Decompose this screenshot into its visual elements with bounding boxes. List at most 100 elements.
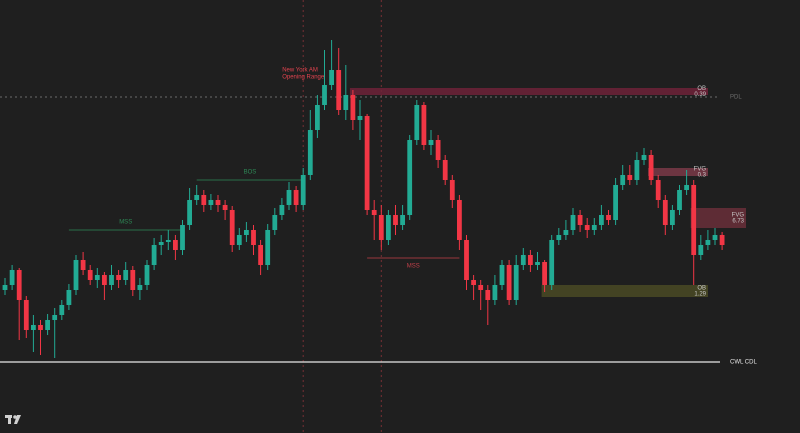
candle-body — [244, 230, 249, 235]
candle-body — [31, 325, 36, 330]
candle-body — [116, 275, 121, 280]
candle-body — [442, 160, 448, 180]
candle-body — [712, 235, 718, 240]
candle-body — [620, 175, 626, 185]
candle-body — [151, 245, 157, 265]
candle-body — [570, 215, 576, 230]
candle-body — [215, 200, 221, 205]
candle-body — [506, 265, 512, 300]
candle-body — [414, 105, 420, 140]
candle-body — [350, 95, 356, 120]
zone — [648, 168, 708, 176]
candle-body — [435, 140, 441, 160]
candle-body — [2, 285, 8, 290]
zone-label: FVG — [694, 167, 707, 173]
candle-body — [386, 215, 391, 240]
structure-label: BOS — [244, 170, 257, 176]
candle-body — [492, 285, 498, 300]
zone-value: 1.29 — [694, 292, 706, 298]
candle-body — [208, 200, 214, 205]
candle-body — [627, 175, 633, 180]
zone-value: 6.73 — [732, 219, 744, 225]
candle-body — [173, 240, 178, 250]
zone-label: OB — [697, 286, 706, 292]
candle-body — [130, 270, 136, 290]
structure-label: MSS — [119, 220, 132, 226]
candle-body — [499, 265, 505, 285]
candle-body — [158, 242, 164, 245]
candle-body — [201, 195, 207, 205]
candle-body — [591, 225, 597, 230]
candle-body — [464, 240, 469, 280]
candle-body — [300, 175, 306, 205]
logo — [5, 415, 21, 424]
candle-body — [478, 285, 484, 290]
structure-label: MSS — [407, 264, 420, 270]
candle-body — [520, 255, 526, 265]
candle-body — [393, 215, 398, 225]
candle-body — [187, 200, 192, 225]
candle-body — [94, 275, 100, 280]
level-label: CWL CDL — [730, 360, 757, 366]
candle-body — [428, 140, 434, 145]
candle-body — [109, 275, 114, 285]
candle-body — [542, 262, 547, 285]
zone-label: FVG — [732, 213, 745, 219]
candle-body — [549, 240, 555, 285]
candle-body — [471, 280, 476, 285]
candle-body — [258, 245, 263, 265]
zone-value: 0.3 — [698, 173, 707, 179]
candle-body — [279, 205, 285, 215]
candle-body — [343, 95, 349, 110]
candle-body — [677, 190, 682, 210]
candle-body — [293, 190, 299, 205]
candle-body — [23, 300, 29, 330]
candle-body — [670, 210, 675, 225]
candle-body — [272, 215, 278, 230]
candle-body — [513, 265, 519, 300]
candle-body — [329, 70, 334, 85]
candle-body — [286, 190, 292, 205]
candle-body — [38, 325, 43, 330]
candle-body — [336, 70, 342, 110]
candle-body — [66, 290, 72, 305]
candle-body — [102, 275, 107, 285]
candle-body — [378, 215, 384, 240]
candle-body — [584, 225, 590, 230]
candle-body — [421, 105, 427, 145]
zone — [541, 285, 708, 297]
candle-body — [634, 160, 640, 180]
candle-body — [577, 215, 583, 225]
candle-body — [322, 85, 327, 105]
level-label: PDL — [730, 95, 742, 101]
candle-body — [180, 225, 185, 250]
candle-body — [371, 210, 377, 215]
candle-body — [364, 116, 370, 210]
candle-body — [535, 262, 540, 265]
candle-body — [563, 230, 569, 235]
candle-body — [599, 215, 604, 225]
candle-body — [52, 315, 58, 320]
candle-body — [45, 320, 50, 330]
candle-body — [123, 270, 129, 280]
candle-body — [9, 270, 15, 285]
candle-body — [144, 265, 150, 285]
candle-body — [449, 180, 455, 200]
candle-body — [457, 200, 462, 240]
candle-body — [59, 305, 65, 315]
candle-body — [251, 230, 256, 245]
candle-body — [705, 240, 711, 245]
candle-body — [662, 200, 668, 225]
candle-body — [400, 215, 405, 225]
candle-body — [698, 245, 704, 255]
candle-body — [165, 240, 171, 242]
candle-body — [222, 205, 228, 210]
zone — [690, 208, 746, 228]
candle-body — [229, 210, 235, 245]
session-label: Opening Range — [282, 75, 325, 81]
candle-body — [194, 195, 200, 200]
candle-body — [719, 235, 725, 245]
candle-body — [407, 140, 413, 215]
